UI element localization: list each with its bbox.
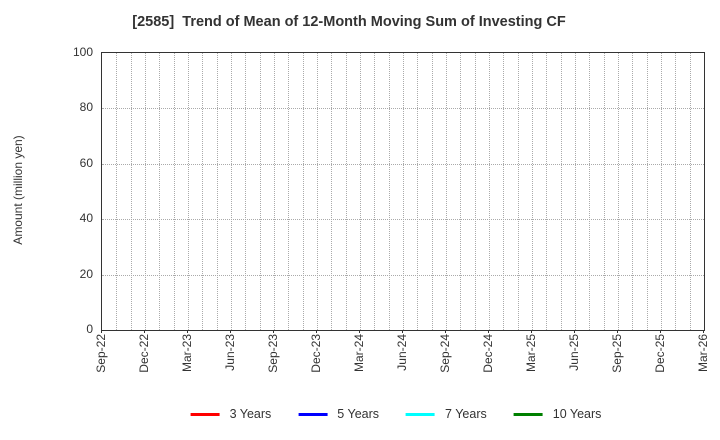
x-tick-label: Sep-23	[266, 334, 280, 373]
vertical-gridline	[489, 53, 490, 330]
x-tick-label: Dec-25	[653, 334, 667, 373]
vertical-gridline	[159, 53, 161, 330]
y-tick-label: 20	[79, 266, 93, 281]
x-tick-mark	[574, 330, 575, 333]
y-tick-label: 80	[79, 100, 93, 115]
x-tick-mark	[273, 330, 274, 333]
x-tick-label: Jun-23	[223, 334, 237, 371]
x-tick-mark	[359, 330, 360, 333]
y-tick-label: 0	[86, 322, 93, 336]
vertical-gridline	[245, 53, 247, 330]
x-tick-label: Dec-22	[137, 334, 151, 373]
vertical-gridline	[288, 53, 290, 330]
vertical-gridline	[517, 53, 519, 330]
legend-label: 3 Years	[229, 407, 272, 421]
vertical-gridline	[560, 53, 562, 330]
x-tick-mark	[660, 330, 661, 333]
vertical-gridline	[661, 53, 662, 330]
vertical-gridline	[431, 53, 433, 330]
y-axis-label: Amount (million yen)	[11, 135, 25, 245]
vertical-gridline	[116, 53, 118, 330]
x-tick-mark	[101, 330, 102, 333]
horizontal-gridline	[102, 274, 704, 276]
x-tick-label: Mar-25	[524, 334, 538, 373]
vertical-gridline	[130, 53, 132, 330]
vertical-gridline	[675, 53, 677, 330]
x-tick-label: Sep-22	[94, 334, 108, 373]
vertical-gridline	[689, 53, 691, 330]
vertical-gridline	[202, 53, 204, 330]
y-tick-label: 60	[79, 155, 93, 170]
vertical-gridline	[632, 53, 634, 330]
x-tick-label: Mar-23	[180, 334, 194, 373]
vertical-gridline	[331, 53, 333, 330]
vertical-gridline	[460, 53, 462, 330]
vertical-gridline	[145, 53, 146, 330]
x-tick-label: Dec-23	[309, 334, 323, 373]
x-tick-label: Mar-24	[352, 334, 366, 373]
vertical-gridline	[188, 53, 189, 330]
x-tick-mark	[617, 330, 618, 333]
legend-label: 10 Years	[552, 407, 602, 421]
vertical-gridline	[618, 53, 619, 330]
x-tick-mark	[230, 330, 231, 333]
x-tick-mark	[703, 330, 704, 333]
legend-label: 5 Years	[337, 407, 380, 421]
y-tick-label: 40	[79, 211, 93, 226]
x-tick-mark	[445, 330, 446, 333]
vertical-gridline	[317, 53, 318, 330]
legend-line-swatch	[406, 412, 436, 416]
legend-item: 7 Years	[406, 407, 487, 421]
x-tick-label: Dec-24	[481, 334, 495, 373]
vertical-gridline	[302, 53, 304, 330]
legend-item: 3 Years	[190, 407, 272, 421]
legend-item: 5 Years	[298, 407, 379, 421]
x-tick-label: Jun-25	[567, 334, 581, 371]
vertical-gridline	[589, 53, 591, 330]
horizontal-gridline	[102, 219, 704, 221]
legend-line-swatch	[513, 412, 543, 416]
vertical-gridline	[532, 53, 533, 330]
horizontal-gridline	[102, 163, 704, 165]
legend-line-swatch	[298, 412, 328, 416]
legend-line-swatch	[190, 412, 220, 416]
x-tick-mark	[144, 330, 145, 333]
vertical-gridline	[503, 53, 505, 330]
vertical-gridline	[474, 53, 476, 330]
x-tick-label: Sep-25	[610, 334, 624, 373]
vertical-gridline	[274, 53, 275, 330]
x-tick-mark	[316, 330, 317, 333]
vertical-gridline	[345, 53, 347, 330]
x-tick-mark	[402, 330, 403, 333]
vertical-gridline	[546, 53, 548, 330]
legend: 3 Years 5 Years 7 Years 10 Years	[190, 407, 602, 421]
chart-title: [2585] Trend of Mean of 12-Month Moving …	[132, 14, 566, 30]
plot-area	[101, 52, 705, 331]
legend-item: 10 Years	[513, 407, 602, 421]
vertical-gridline	[417, 53, 419, 330]
vertical-gridline	[446, 53, 447, 330]
x-tick-label: Mar-26	[696, 334, 710, 373]
x-tick-label: Sep-24	[438, 334, 452, 373]
vertical-gridline	[388, 53, 390, 330]
vertical-gridline	[403, 53, 404, 330]
x-tick-mark	[531, 330, 532, 333]
vertical-gridline	[231, 53, 232, 330]
legend-label: 7 Years	[445, 407, 487, 421]
vertical-gridline	[173, 53, 175, 330]
x-tick-mark	[488, 330, 489, 333]
horizontal-gridline	[102, 108, 704, 110]
vertical-gridline	[646, 53, 648, 330]
vertical-gridline	[575, 53, 576, 330]
vertical-gridline	[216, 53, 218, 330]
y-tick-label: 100	[72, 45, 93, 59]
vertical-gridline	[259, 53, 261, 330]
x-tick-mark	[187, 330, 188, 333]
vertical-gridline	[603, 53, 605, 330]
vertical-gridline	[360, 53, 361, 330]
vertical-gridline	[374, 53, 376, 330]
x-tick-label: Jun-24	[395, 334, 409, 371]
